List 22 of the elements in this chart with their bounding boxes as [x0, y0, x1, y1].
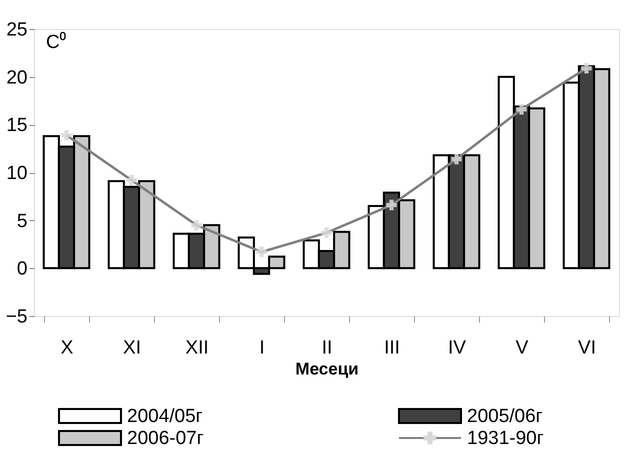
y-tick-label: 15 — [6, 115, 28, 136]
y-tick-label: 20 — [6, 67, 28, 88]
x-tick-label: X — [60, 338, 74, 358]
y-tick-label: 25 — [6, 20, 28, 40]
y-tick-label: 0 — [16, 258, 28, 280]
y-tick-label: 10 — [6, 163, 28, 184]
y-axis-title: C⁰ — [46, 31, 67, 53]
y-tick-label: 5 — [16, 210, 28, 232]
x-tick-label: VI — [578, 338, 596, 358]
x-tick-label: I — [259, 338, 265, 358]
x-tick-label: XII — [185, 338, 209, 358]
legend-label: 2005/06г — [467, 406, 543, 427]
legend-label: 2004/05г — [127, 406, 203, 427]
x-tick-label: III — [384, 338, 400, 358]
x-tick-label: II — [322, 338, 332, 358]
y-tick-label: −5 — [6, 306, 28, 328]
legend-label: 1931-90г — [467, 428, 544, 449]
x-tick-label: V — [516, 338, 529, 358]
x-tick-label: IV — [448, 338, 466, 358]
legend-label: 2006-07г — [127, 428, 204, 449]
x-axis-title: Месеци — [295, 360, 359, 378]
x-tick-label: XI — [123, 338, 141, 358]
